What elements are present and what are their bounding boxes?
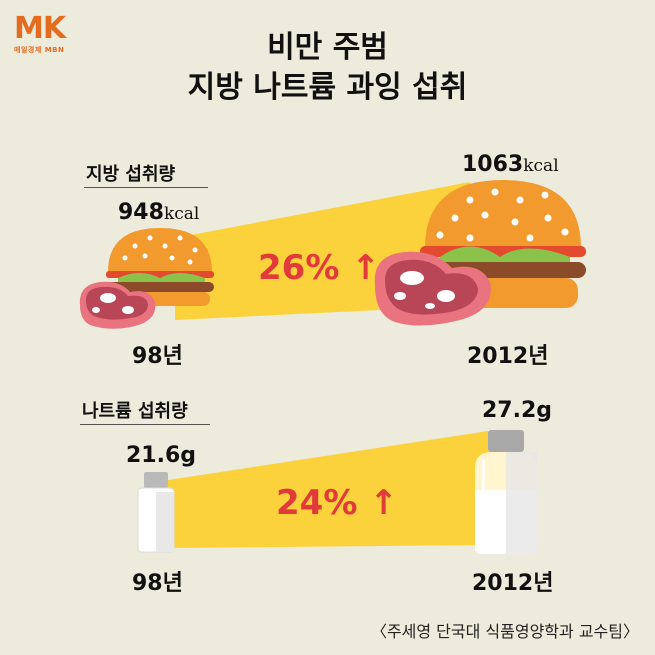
sodium-before-year: 98년 — [132, 571, 183, 596]
source-credit: 〈주세영 단국대 식품영양학과 교수팀〉 — [370, 622, 639, 641]
page-title-line2: 지방 나트륨 과잉 섭취 — [187, 70, 468, 105]
sodium-after-year: 2012년 — [472, 571, 554, 596]
fat-after-year: 2012년 — [467, 344, 549, 369]
logo: MK 매일경제 MBN — [14, 14, 94, 55]
hamburger-icon-small — [106, 228, 214, 306]
hamburger-icon-large — [420, 180, 586, 308]
fat-after-unit: kcal — [523, 156, 559, 176]
fat-section-label: 지방 섭취량 — [86, 164, 176, 185]
fat-before-value: 948kcal — [118, 200, 199, 225]
sodium-change-percent: 24% ↑ — [276, 483, 398, 523]
fat-before-unit: kcal — [163, 204, 200, 224]
fat-after-number: 1063 — [462, 152, 524, 177]
sodium-before-value: 21.6g — [126, 443, 197, 468]
sodium-after-value: 27.2g — [482, 398, 553, 423]
logo-mk: MK — [14, 11, 66, 46]
fat-label-underline — [84, 187, 208, 188]
fat-after-value: 1063kcal — [462, 152, 559, 177]
sodium-growth-band — [168, 430, 495, 548]
fat-before-number: 948 — [118, 200, 164, 225]
steak-icon-large — [374, 251, 491, 326]
fat-change-percent: 26% ↑ — [258, 248, 380, 288]
salt-bottle-icon-large — [475, 430, 537, 554]
page-title-line1: 비만 주범 — [267, 30, 388, 65]
steak-icon-small — [79, 281, 156, 329]
salt-bottle-icon-small — [137, 472, 175, 553]
sodium-section-label: 나트륨 섭취량 — [82, 401, 188, 422]
logo-subtitle: 매일경제 MBN — [14, 46, 65, 54]
sodium-label-underline — [80, 424, 210, 425]
fat-before-year: 98년 — [132, 344, 183, 369]
